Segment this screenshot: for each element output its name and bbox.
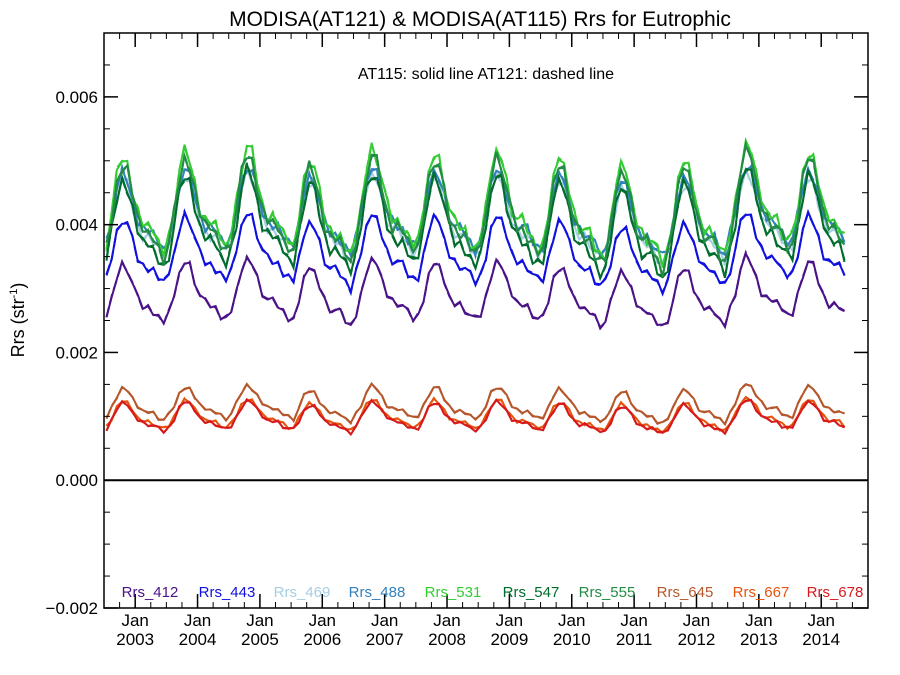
series-line-at115 [105,163,846,282]
x-tick-month: Jan [246,611,273,630]
legend-label: Rrs_488 [349,584,406,601]
y-axis-label-superscript: -1 [8,289,20,299]
x-tick-month: Jan [433,611,460,630]
series-line-at121 [105,138,845,268]
legend-label: Rrs_469 [274,584,331,601]
plot-area: AT115: solid line AT121: dashed line [103,32,869,609]
legend-label: Rrs_678 [807,584,864,601]
x-tick-year: 2009 [490,630,528,649]
x-tick-year: 2004 [179,630,217,649]
series-layer [105,136,846,437]
y-tick-label: 0.000 [55,471,98,490]
legend-label: Rrs_547 [503,584,560,601]
x-tick-month: Jan [496,611,523,630]
legend-label: Rrs_555 [579,584,636,601]
x-tick-month: Jan [558,611,585,630]
x-tick-year: 2008 [428,630,466,649]
y-axis-label-text: Rrs (str [8,298,28,357]
x-tick-year: 2011 [616,630,653,649]
legend: Rrs_412 Rrs_443 Rrs_469 Rrs_488 Rrs_531 Rrs_5… [122,584,864,601]
series-line-at115 [105,136,845,267]
y-tick-label: 0.006 [55,88,98,107]
y-tick-label: −0.002 [46,599,98,618]
x-tick-month: Jan [620,611,647,630]
x-tick-month: Jan [371,611,398,630]
series-line-at115 [105,208,846,297]
series-line-at121 [105,249,845,331]
x-axis: Jan2003Jan2004Jan2005Jan2006Jan2007Jan20… [103,33,869,649]
x-tick-year: 2014 [802,630,840,649]
y-axis-label-close: ) [8,283,28,289]
series-line-at115 [105,142,846,277]
chart-subtitle: AT115: solid line AT121: dashed line [358,66,614,83]
legend-label: Rrs_531 [425,584,482,601]
series-line-at115 [105,250,845,330]
legend-label: Rrs_412 [122,584,179,601]
legend-label: Rrs_645 [657,584,714,601]
y-tick-label: 0.004 [55,216,98,235]
y-tick-label: 0.002 [55,343,98,362]
y-axis: −0.002 0.000 0.002 0.004 0.006 [46,32,868,618]
x-tick-year: 2012 [678,630,716,649]
series-line-at115 [105,381,845,427]
legend-label: Rrs_443 [199,584,256,601]
y-axis-label: Rrs (str-1) [8,283,28,358]
x-tick-month: Jan [745,611,772,630]
x-tick-year: 2013 [740,630,778,649]
x-tick-year: 2005 [241,630,279,649]
x-tick-month: Jan [808,611,835,630]
x-tick-year: 2010 [553,630,591,649]
x-tick-month: Jan [683,611,710,630]
x-tick-month: Jan [121,611,148,630]
x-tick-year: 2006 [303,630,341,649]
x-tick-month: Jan [309,611,336,630]
x-tick-month: Jan [184,611,211,630]
series-line-at115 [105,397,845,437]
x-tick-year: 2007 [366,630,404,649]
chart-title: MODISA(AT121) & MODISA(AT115) Rrs for Eu… [229,8,731,31]
x-tick-year: 2003 [116,630,154,649]
legend-label: Rrs_667 [733,584,790,601]
